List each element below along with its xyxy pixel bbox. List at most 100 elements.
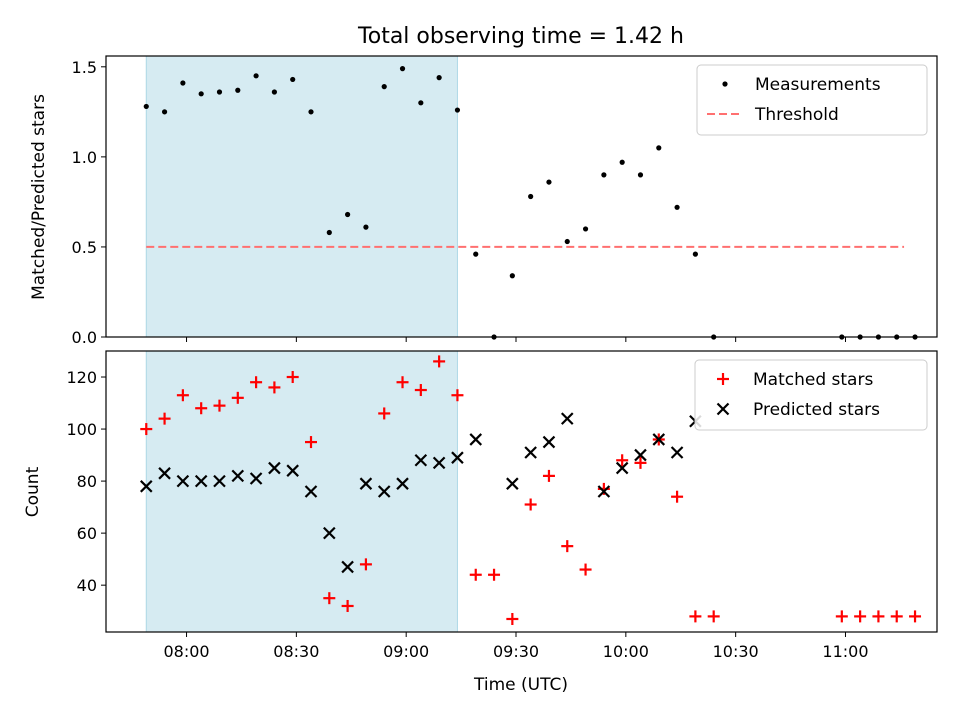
data-point bbox=[637, 172, 644, 178]
data-point bbox=[582, 226, 589, 232]
data-point bbox=[509, 273, 515, 279]
data-point bbox=[305, 436, 318, 449]
data-point bbox=[139, 480, 153, 493]
data-point bbox=[326, 229, 332, 236]
data-point bbox=[506, 477, 519, 490]
data-point bbox=[378, 407, 391, 420]
data-point bbox=[396, 477, 409, 490]
legend-box bbox=[696, 64, 928, 136]
y-tick-label: 80 bbox=[77, 472, 97, 491]
data-point bbox=[140, 423, 153, 436]
data-point bbox=[231, 391, 244, 404]
data-point bbox=[216, 89, 223, 95]
data-point bbox=[143, 103, 149, 110]
legend-swatch bbox=[716, 402, 730, 416]
data-point bbox=[195, 402, 208, 415]
ratio-panel: 0.0 0.5 1.0 1.5 Measurements Threshold bbox=[72, 55, 938, 347]
data-point bbox=[619, 159, 625, 165]
legend-label: Predicted stars bbox=[753, 400, 880, 420]
data-point bbox=[231, 469, 245, 483]
data-point bbox=[304, 485, 318, 498]
series-predicted-stars bbox=[139, 412, 702, 574]
axes-frame bbox=[105, 55, 938, 338]
data-point bbox=[399, 66, 406, 72]
marker-stroke bbox=[341, 560, 354, 574]
data-point bbox=[268, 381, 281, 394]
data-point bbox=[323, 592, 336, 605]
x-axis-label: Time (UTC) bbox=[473, 675, 568, 695]
data-point bbox=[473, 251, 479, 257]
data-point bbox=[158, 467, 171, 480]
legend-label: Threshold bbox=[754, 105, 839, 125]
x-tick-label: 10:00 bbox=[603, 642, 649, 661]
legend-swatch bbox=[722, 81, 728, 87]
y-tick-label: 40 bbox=[77, 576, 97, 595]
data-point bbox=[323, 526, 336, 540]
data-point bbox=[359, 477, 373, 490]
y-axis-label-count: Count bbox=[23, 466, 43, 517]
y-tick-label: 120 bbox=[66, 368, 97, 387]
legend-box bbox=[694, 359, 928, 431]
y-axis-label-ratio: Matched/Predicted stars bbox=[29, 94, 49, 300]
marker-stroke bbox=[560, 412, 574, 425]
data-point bbox=[436, 75, 442, 81]
data-point bbox=[634, 456, 647, 469]
data-point bbox=[674, 204, 680, 210]
observing-window-shade bbox=[145, 350, 458, 633]
marker-stroke bbox=[414, 453, 428, 467]
data-point bbox=[308, 109, 314, 115]
y-tick-label: 1.5 bbox=[72, 58, 97, 77]
marker-stroke bbox=[506, 477, 519, 490]
data-point bbox=[271, 89, 277, 95]
data-point bbox=[363, 224, 369, 230]
data-point bbox=[616, 454, 629, 467]
data-point bbox=[176, 474, 190, 488]
data-point bbox=[341, 560, 354, 574]
marker-stroke bbox=[194, 474, 208, 488]
data-point bbox=[432, 456, 446, 470]
data-point bbox=[692, 251, 698, 257]
data-point bbox=[381, 84, 387, 90]
data-point bbox=[469, 433, 483, 446]
marker-stroke bbox=[213, 474, 226, 488]
data-point bbox=[601, 172, 607, 178]
chart-title: Total observing time = 1.42 h bbox=[357, 24, 684, 49]
data-point bbox=[560, 412, 574, 425]
series-measurements bbox=[143, 66, 918, 340]
y-tick-label: 1.0 bbox=[72, 148, 97, 167]
series-matched-stars bbox=[140, 355, 922, 625]
marker-stroke bbox=[359, 477, 373, 490]
data-point bbox=[561, 540, 574, 553]
data-point bbox=[670, 446, 684, 459]
data-point bbox=[158, 412, 171, 425]
legend: Matched stars Predicted stars bbox=[694, 359, 928, 431]
data-point bbox=[469, 568, 482, 581]
data-point bbox=[542, 469, 555, 482]
data-point bbox=[235, 87, 241, 93]
x-tick-label: 09:30 bbox=[493, 642, 539, 661]
data-point bbox=[564, 238, 570, 245]
y-tick-label: 60 bbox=[77, 524, 97, 543]
marker-stroke bbox=[286, 464, 299, 477]
marker-stroke bbox=[524, 446, 537, 459]
data-point bbox=[524, 498, 537, 511]
data-point bbox=[597, 485, 611, 498]
data-point bbox=[290, 76, 296, 83]
marker-stroke bbox=[615, 461, 629, 475]
data-point bbox=[194, 474, 208, 488]
data-point bbox=[286, 371, 299, 384]
data-point bbox=[506, 612, 519, 625]
data-point bbox=[909, 610, 922, 623]
data-point bbox=[180, 80, 186, 86]
data-point bbox=[253, 73, 259, 79]
y-tick-label: 100 bbox=[66, 420, 97, 439]
marker-stroke bbox=[670, 446, 684, 459]
data-point bbox=[634, 448, 647, 462]
marker-stroke bbox=[597, 485, 611, 498]
counts-panel: 40 60 80 100 120 08:00 08:30 09:00 09:30 10:00 10:… bbox=[66, 350, 938, 661]
data-point bbox=[451, 451, 464, 464]
data-point bbox=[656, 145, 662, 151]
data-point bbox=[671, 490, 684, 503]
marker-stroke bbox=[634, 448, 647, 462]
x-tick-label: 08:30 bbox=[273, 642, 319, 661]
